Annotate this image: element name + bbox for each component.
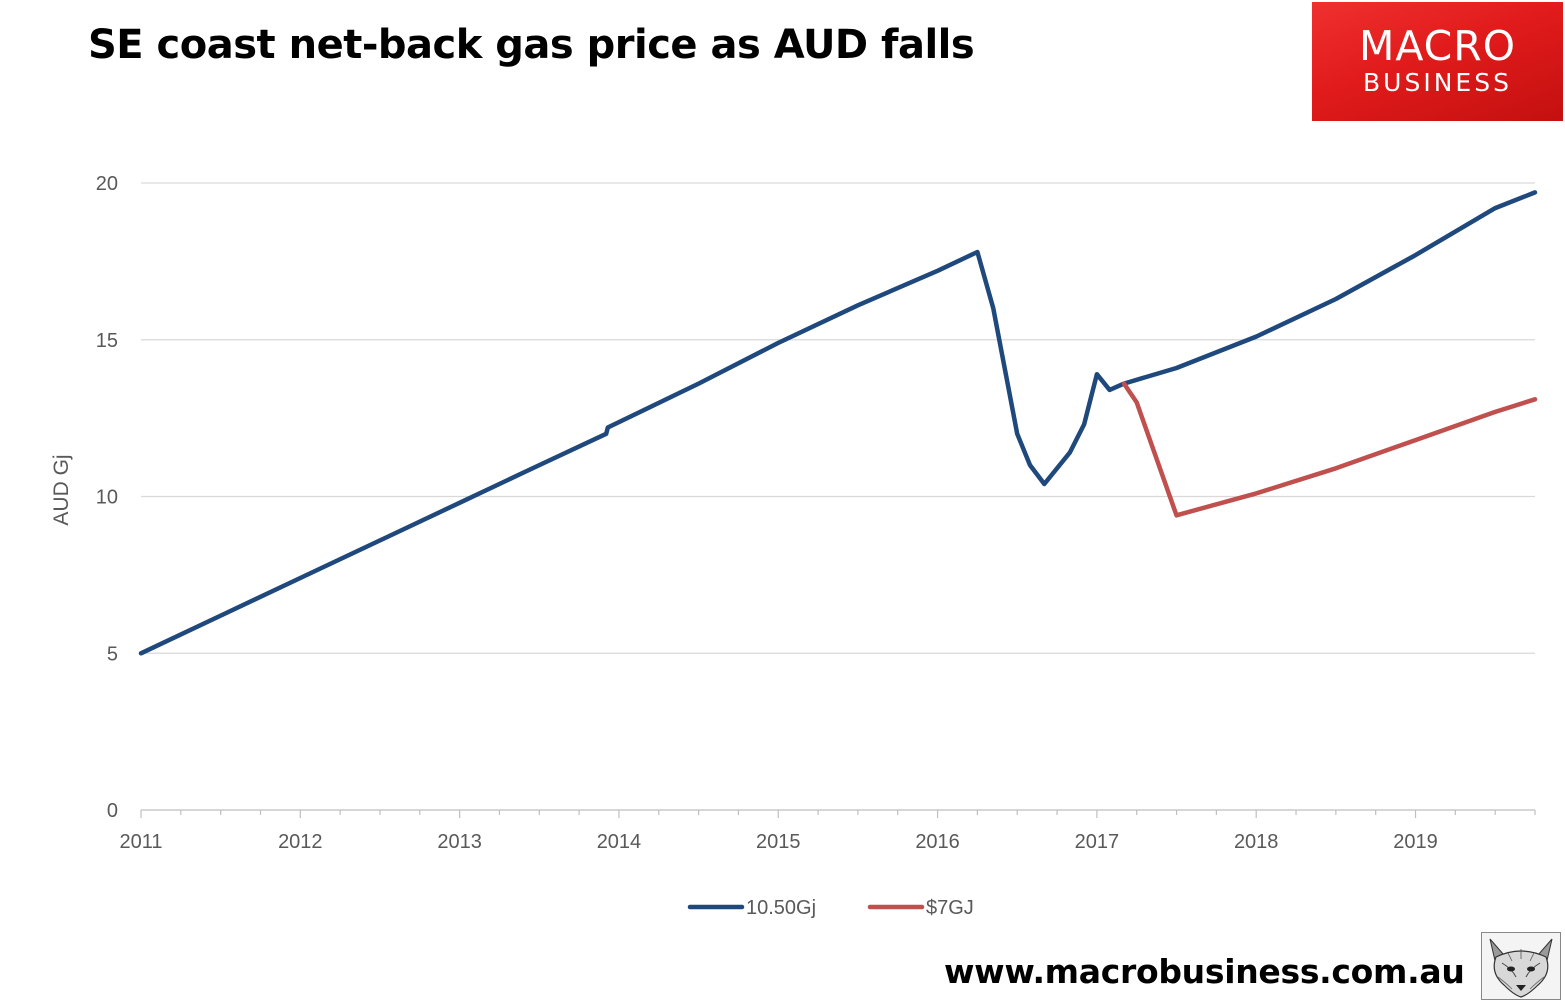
y-tick-label: 0 [107,800,118,822]
site-url: www.macrobusiness.com.au [944,952,1465,991]
y-tick-label: 20 [96,173,118,195]
logo-text-business: BUSINESS [1363,68,1512,97]
chart-title: SE coast net-back gas price as AUD falls [88,22,975,68]
series-lines [138,190,1538,656]
y-axis: 0 5 10 15 20 [96,173,118,822]
fox-head-icon [1481,932,1561,1000]
x-axis: 2011 2012 2013 2014 2015 2016 2017 2018 2019 [119,809,1536,853]
x-tick-label: 2015 [756,831,801,853]
y-axis-label: AUD Gj [50,454,73,525]
x-tick-label: 2018 [1234,831,1279,853]
legend: 10.50Gj $7GJ [687,897,974,919]
x-tick-label: 2019 [1393,831,1438,853]
legend-label-1: $7GJ [926,897,974,919]
x-tick-label: 2011 [119,831,162,853]
fox-head-drawing [1489,938,1553,998]
x-tick-label: 2012 [278,831,323,853]
y-tick-label: 5 [107,643,118,665]
y-tick-label: 10 [96,487,118,509]
x-tick-label: 2014 [597,831,642,853]
logo-text-macro: MACRO [1358,22,1517,70]
x-tick-label: 2017 [1075,831,1120,853]
x-tick-label: 2013 [437,831,482,853]
macro-business-logo: MACRO BUSINESS [1312,2,1563,121]
gridlines [141,182,1535,654]
x-tick-label: 2016 [915,831,960,853]
y-tick-label: 15 [96,330,118,352]
legend-label-0: 10.50Gj [746,897,816,919]
series-line-0 [138,190,1538,656]
series-line-1 [1121,381,1538,518]
